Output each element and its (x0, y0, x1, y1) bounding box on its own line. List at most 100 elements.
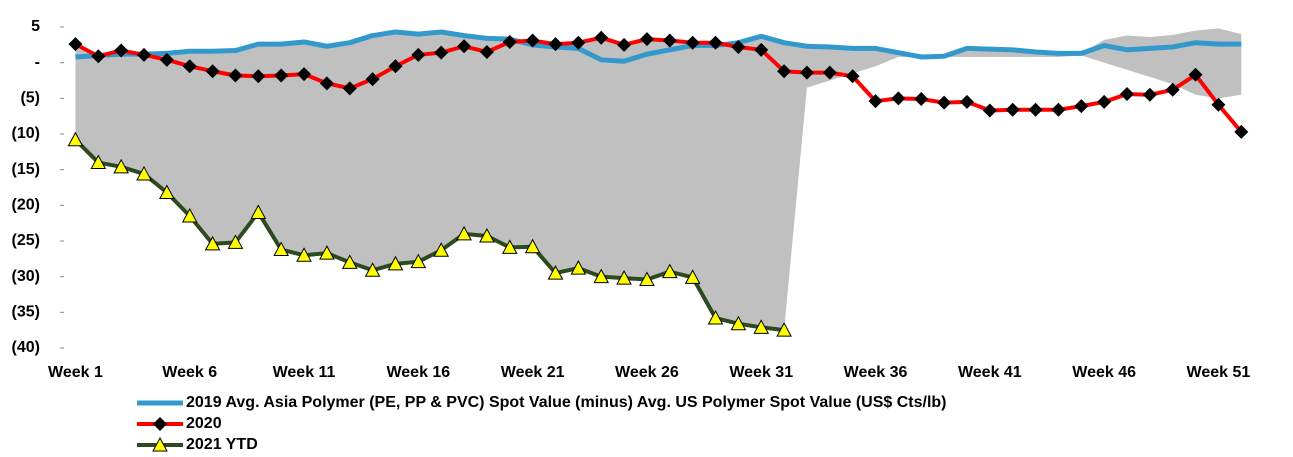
triangle-marker (227, 234, 244, 249)
series-line (75, 29, 1242, 64)
diamond-marker (845, 69, 860, 84)
y-tick-label: (25) (12, 232, 40, 249)
triangle-marker (364, 262, 381, 277)
legend-item: 2019 Avg. Asia Polymer (PE, PP & PVC) Sp… (137, 394, 947, 411)
triangle-marker (387, 255, 404, 271)
diamond-marker (319, 76, 334, 91)
triangle-marker (136, 165, 152, 181)
x-tick-label: Week 11 (273, 364, 336, 381)
diamond-marker (479, 44, 494, 59)
diamond-marker (365, 72, 380, 87)
diamond-marker (639, 32, 654, 47)
diamond-marker (1188, 67, 1203, 82)
legend-item: 2021 YTD (137, 436, 258, 453)
y-tick-label: (15) (12, 161, 40, 178)
y-tick-label: (10) (12, 125, 40, 142)
triangle-marker (159, 184, 175, 199)
diamond-marker (68, 37, 83, 52)
diamond-marker (137, 47, 152, 62)
diamond-marker (182, 59, 197, 74)
legend-marker (153, 417, 167, 431)
diamond-marker (1234, 124, 1249, 139)
series (68, 30, 1249, 139)
diamond-marker (685, 35, 700, 50)
triangle-marker (90, 154, 107, 170)
x-tick-label: Week 31 (729, 364, 793, 381)
series-line (74, 35, 1243, 134)
legend-label: 2020 (186, 415, 222, 432)
diamond-marker (1211, 97, 1226, 112)
x-tick-label: Week 36 (844, 364, 908, 381)
diamond-marker (114, 43, 129, 58)
diamond-marker (297, 67, 312, 82)
diamond-marker (959, 94, 974, 109)
series (75, 29, 1242, 64)
diamond-marker (799, 65, 814, 80)
triangle-marker (273, 241, 290, 257)
diamond-marker (205, 64, 220, 79)
x-tick-label: Week 1 (48, 364, 103, 381)
diamond-marker (777, 64, 792, 79)
series (67, 131, 792, 337)
y-tick-label: 5 (31, 18, 40, 35)
diamond-marker (571, 35, 586, 50)
diamond-marker (617, 37, 632, 52)
diamond-marker (754, 42, 769, 57)
triangle-marker (524, 238, 541, 254)
triangle-marker (433, 242, 450, 257)
x-tick-label: Week 21 (501, 364, 565, 381)
diamond-marker (822, 65, 837, 80)
legend-item: 2020 (137, 415, 222, 432)
x-tick-label: Week 51 (1187, 364, 1251, 381)
triangle-marker (456, 225, 472, 241)
x-tick-label: Week 6 (162, 364, 217, 381)
legend-label: 2021 YTD (186, 436, 258, 453)
diamond-marker (251, 69, 266, 84)
range-area (75, 28, 1242, 331)
diamond-marker (1028, 102, 1043, 117)
triangle-marker (341, 254, 358, 269)
diamond-marker (868, 94, 883, 109)
diamond-marker (982, 103, 997, 118)
triangle-marker (204, 235, 221, 251)
y-tick-label: (35) (12, 304, 40, 321)
diamond-marker (159, 52, 174, 67)
diamond-marker (914, 92, 929, 107)
triangle-marker (67, 131, 84, 147)
triangle-marker (250, 204, 267, 219)
diamond-marker (1097, 94, 1112, 109)
triangle-marker (730, 315, 747, 331)
diamond-marker (662, 33, 677, 48)
diamond-marker (525, 33, 540, 48)
triangle-marker (753, 319, 770, 334)
triangle-marker (593, 268, 610, 284)
diamond-marker (1165, 82, 1180, 97)
triangle-marker (181, 207, 198, 223)
triangle-marker (113, 158, 129, 174)
y-tick-label: (5) (20, 90, 40, 107)
y-tick-label: (20) (12, 197, 40, 214)
y-tick-label: - (35, 54, 40, 71)
diamond-marker (91, 49, 106, 64)
diamond-marker (594, 30, 609, 45)
triangle-marker (684, 269, 701, 284)
y-tick-label: (30) (12, 268, 40, 285)
triangle-marker (410, 253, 427, 269)
triangle-marker (547, 265, 564, 280)
diamond-marker (891, 91, 906, 106)
triangle-marker (479, 227, 495, 243)
diamond-marker (411, 47, 426, 62)
legend-label: 2019 Avg. Asia Polymer (PE, PP & PVC) Sp… (186, 394, 947, 411)
triangle-marker (661, 263, 678, 279)
diamond-marker (434, 45, 449, 60)
triangle-marker (319, 245, 335, 260)
diamond-marker (708, 35, 723, 50)
triangle-marker (501, 239, 518, 254)
triangle-marker (776, 322, 792, 337)
triangle-marker (616, 270, 632, 285)
diamond-marker (388, 59, 403, 74)
legend-marker (152, 436, 168, 452)
diamond-marker (1119, 87, 1134, 102)
diamond-marker (1142, 87, 1157, 102)
